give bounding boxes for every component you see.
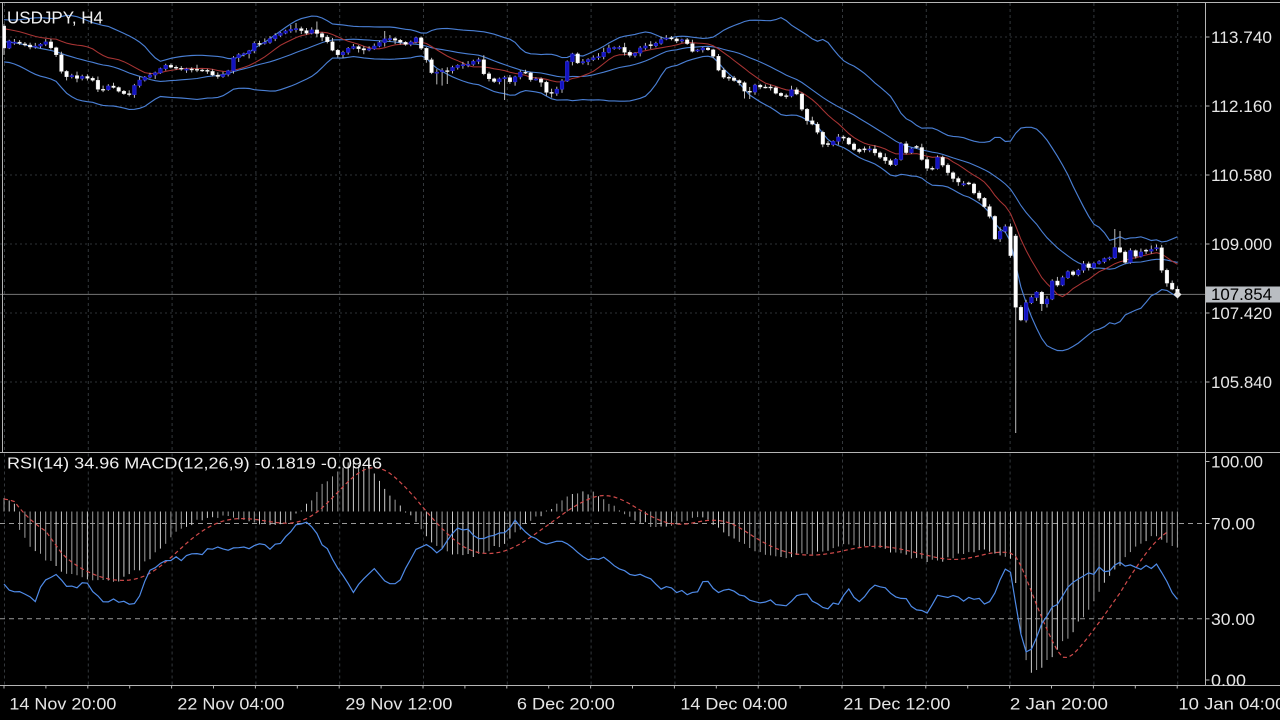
svg-text:6 Dec 20:00: 6 Dec 20:00 — [517, 695, 615, 714]
svg-text:USDJPY, H4: USDJPY, H4 — [7, 8, 103, 28]
svg-text:21 Dec 12:00: 21 Dec 12:00 — [843, 695, 950, 714]
svg-text:107.854: 107.854 — [1211, 286, 1272, 304]
svg-text:10 Jan 04:00: 10 Jan 04:00 — [1178, 695, 1280, 714]
svg-text:100.00: 100.00 — [1211, 454, 1263, 472]
svg-text:30.00: 30.00 — [1211, 611, 1255, 629]
svg-text:112.160: 112.160 — [1211, 98, 1272, 116]
svg-text:RSI(14) 34.96 MACD(12,26,9) -0: RSI(14) 34.96 MACD(12,26,9) -0.1819 -0.0… — [7, 456, 382, 473]
svg-text:14 Nov 20:00: 14 Nov 20:00 — [9, 695, 116, 714]
svg-text:29 Nov 12:00: 29 Nov 12:00 — [345, 695, 452, 714]
svg-text:22 Nov 04:00: 22 Nov 04:00 — [177, 695, 284, 714]
svg-text:107.420: 107.420 — [1211, 305, 1272, 323]
svg-text:105.840: 105.840 — [1211, 374, 1272, 392]
svg-text:109.000: 109.000 — [1211, 236, 1272, 254]
svg-text:14 Dec 04:00: 14 Dec 04:00 — [680, 695, 787, 714]
svg-text:70.00: 70.00 — [1211, 516, 1255, 534]
svg-text:113.740: 113.740 — [1211, 29, 1272, 47]
svg-text:0.00: 0.00 — [1211, 672, 1246, 690]
svg-text:110.580: 110.580 — [1211, 167, 1272, 185]
svg-text:2 Jan 20:00: 2 Jan 20:00 — [1010, 695, 1108, 714]
